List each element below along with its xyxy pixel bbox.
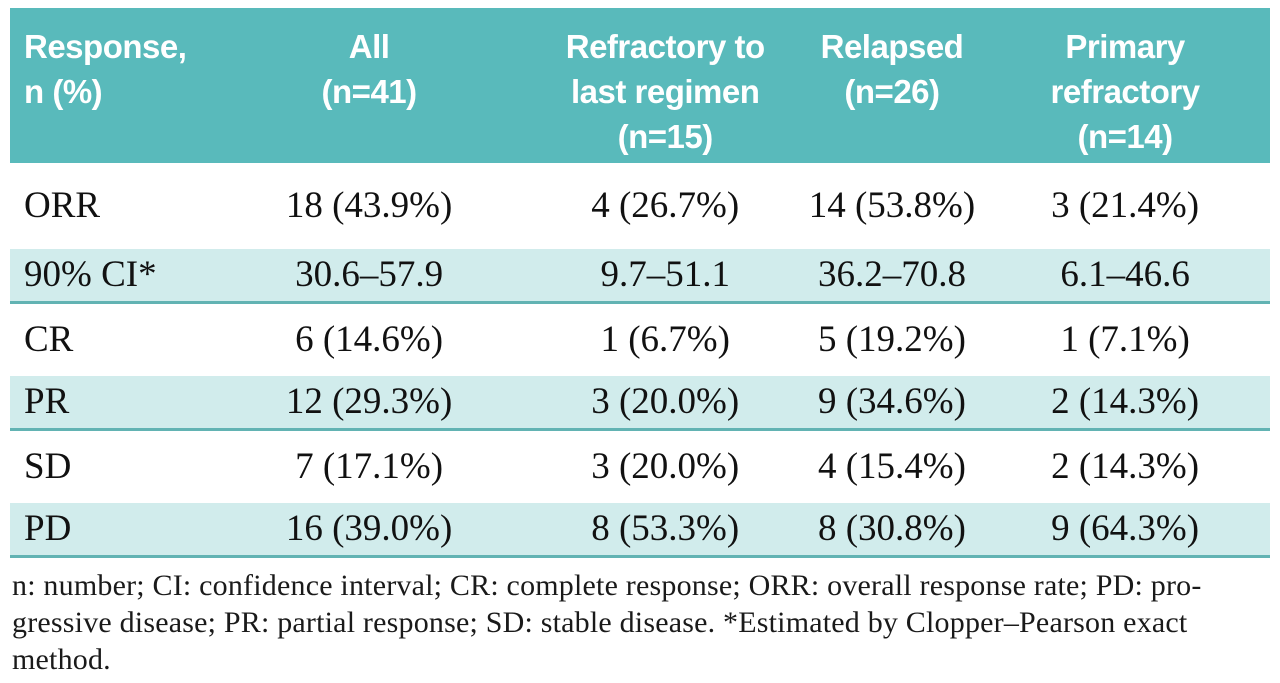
table-row-cr: CR 6 (14.6%) 1 (6.7%) 5 (19.2%) 1 (7.1%)	[10, 302, 1270, 376]
footnote: n: number; CI: confidence interval; CR: …	[12, 569, 1202, 676]
row-label: PD	[10, 503, 212, 558]
cell-value: 1 (7.1%)	[980, 302, 1270, 376]
row-label: ORR	[10, 163, 212, 249]
cell-value: 5 (19.2%)	[803, 302, 981, 376]
row-label: SD	[10, 429, 212, 503]
cell-value: 9 (64.3%)	[980, 503, 1270, 558]
row-label: 90% CI*	[10, 249, 212, 304]
cell-value: 6.1–46.6	[980, 249, 1270, 304]
col-header-relapsed: Relapsed (n=26)	[803, 8, 981, 163]
col-header-all: All (n=41)	[211, 8, 527, 163]
row-label: CR	[10, 302, 212, 376]
header-row: Response, n (%) All (n=41) Refractory to la…	[10, 8, 1270, 163]
cell-value: 8 (30.8%)	[803, 503, 981, 558]
cell-value: 9.7–51.1	[526, 249, 804, 304]
table-row-90-ci: 90% CI* 30.6–57.9 9.7–51.1 36.2–70.8 6.1…	[10, 249, 1270, 304]
cell-value: 2 (14.3%)	[980, 429, 1270, 503]
cell-value: 16 (39.0%)	[211, 503, 527, 558]
cell-value: 12 (29.3%)	[211, 376, 527, 431]
table-row-pd: PD 16 (39.0%) 8 (53.3%) 8 (30.8%) 9 (64.…	[10, 503, 1270, 558]
cell-value: 3 (20.0%)	[526, 429, 804, 503]
cell-value: 1 (6.7%)	[526, 302, 804, 376]
cell-value: 2 (14.3%)	[980, 376, 1270, 431]
cell-value: 4 (26.7%)	[526, 163, 804, 249]
cell-value: 7 (17.1%)	[211, 429, 527, 503]
cell-value: 14 (53.8%)	[803, 163, 981, 249]
row-label: PR	[10, 376, 212, 431]
table-row-sd: SD 7 (17.1%) 3 (20.0%) 4 (15.4%) 2 (14.3…	[10, 429, 1270, 503]
col-header-response: Response, n (%)	[10, 8, 212, 163]
cell-value: 30.6–57.9	[211, 249, 527, 304]
cell-value: 18 (43.9%)	[211, 163, 527, 249]
cell-value: 4 (15.4%)	[803, 429, 981, 503]
response-table: Response, n (%) All (n=41) Refractory to la…	[10, 8, 1270, 558]
table-row-orr: ORR 18 (43.9%) 4 (26.7%) 14 (53.8%) 3 (2…	[10, 163, 1270, 249]
cell-value: 9 (34.6%)	[803, 376, 981, 431]
cell-value: 6 (14.6%)	[211, 302, 527, 376]
col-header-refractory-to-last-regimen: Refractory to last regimen (n=15)	[526, 8, 804, 163]
col-header-primary-refractory: Primary refractory (n=14)	[980, 8, 1270, 163]
table-row-pr: PR 12 (29.3%) 3 (20.0%) 9 (34.6%) 2 (14.…	[10, 376, 1270, 431]
cell-value: 3 (21.4%)	[980, 163, 1270, 249]
cell-value: 3 (20.0%)	[526, 376, 804, 431]
cell-value: 36.2–70.8	[803, 249, 981, 304]
cell-value: 8 (53.3%)	[526, 503, 804, 558]
